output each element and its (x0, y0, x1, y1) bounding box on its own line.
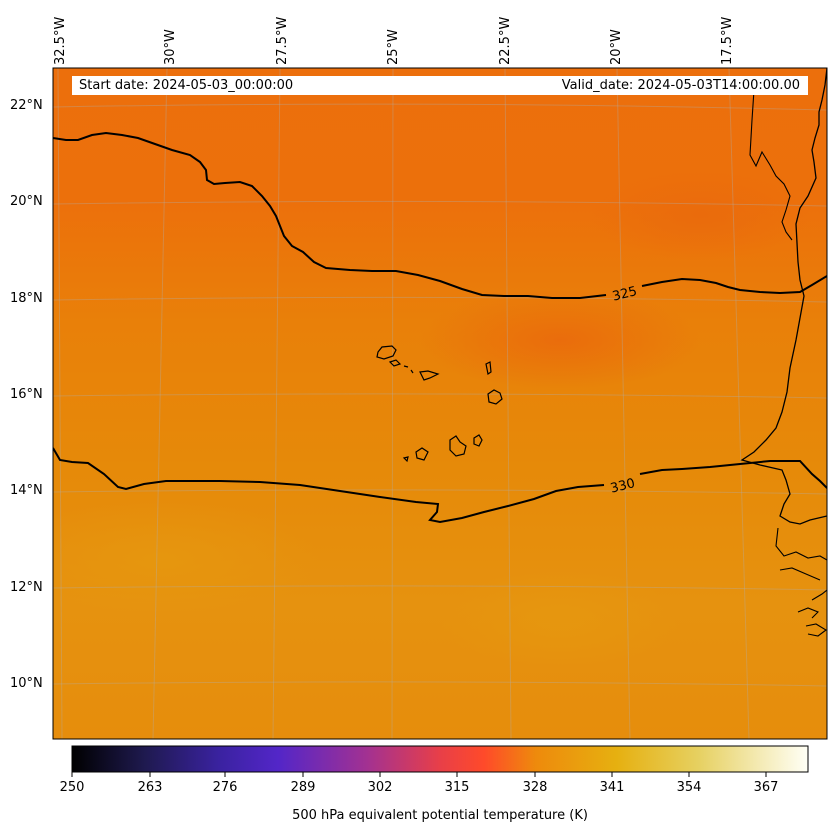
cb-tick-263: 263 (137, 780, 163, 795)
african-coastline (740, 68, 827, 525)
contour-label-330: 330 (609, 476, 637, 497)
coastline-detail-north (749, 89, 793, 241)
lon-label-20w: 20°W (609, 29, 624, 65)
cb-tick-289: 289 (290, 780, 316, 795)
cb-tick-367: 367 (753, 780, 779, 795)
date-banner: Start date: 2024-05-03_00:00:00 Valid_da… (72, 76, 808, 95)
cb-tick-302: 302 (367, 780, 393, 795)
cb-tick-276: 276 (212, 780, 238, 795)
cb-tick-328: 328 (522, 780, 548, 795)
contour-330 (53, 447, 827, 524)
colorbar-tick-marks (71, 772, 767, 777)
cb-tick-315: 315 (444, 780, 470, 795)
map-frame (52, 67, 828, 740)
graticule (53, 68, 827, 739)
cb-tick-341: 341 (599, 780, 625, 795)
lon-label-27-5w: 27.5°W (275, 16, 290, 65)
lon-label-25w: 25°W (386, 29, 401, 65)
contour-325 (53, 131, 827, 299)
lat-label-20n: 20°N (10, 194, 43, 209)
lon-label-17-5w: 17.5°W (720, 16, 735, 65)
colorbar (71, 745, 809, 773)
lat-label-22n: 22°N (10, 98, 43, 113)
start-date: Start date: 2024-05-03_00:00:00 (79, 78, 294, 93)
lat-label-10n: 10°N (10, 676, 43, 691)
cape-verde-islands (376, 345, 503, 463)
cb-tick-250: 250 (59, 780, 85, 795)
lon-label-22-5w: 22.5°W (498, 16, 513, 65)
contour-label-325: 325 (611, 284, 639, 305)
lat-label-18n: 18°N (10, 291, 43, 306)
lon-label-30w: 30°W (163, 29, 178, 65)
lat-label-12n: 12°N (10, 580, 43, 595)
temperature-field (53, 68, 827, 739)
valid-date: Valid_date: 2024-05-03T14:00:00.00 (561, 78, 800, 93)
colorbar-label: 500 hPa equivalent potential temperature… (292, 808, 588, 823)
cb-tick-354: 354 (676, 780, 702, 795)
lat-label-16n: 16°N (10, 387, 43, 402)
lat-label-14n: 14°N (10, 483, 43, 498)
lon-label-32-5w: 32.5°W (53, 16, 68, 65)
coastline-detail-south (775, 527, 827, 637)
